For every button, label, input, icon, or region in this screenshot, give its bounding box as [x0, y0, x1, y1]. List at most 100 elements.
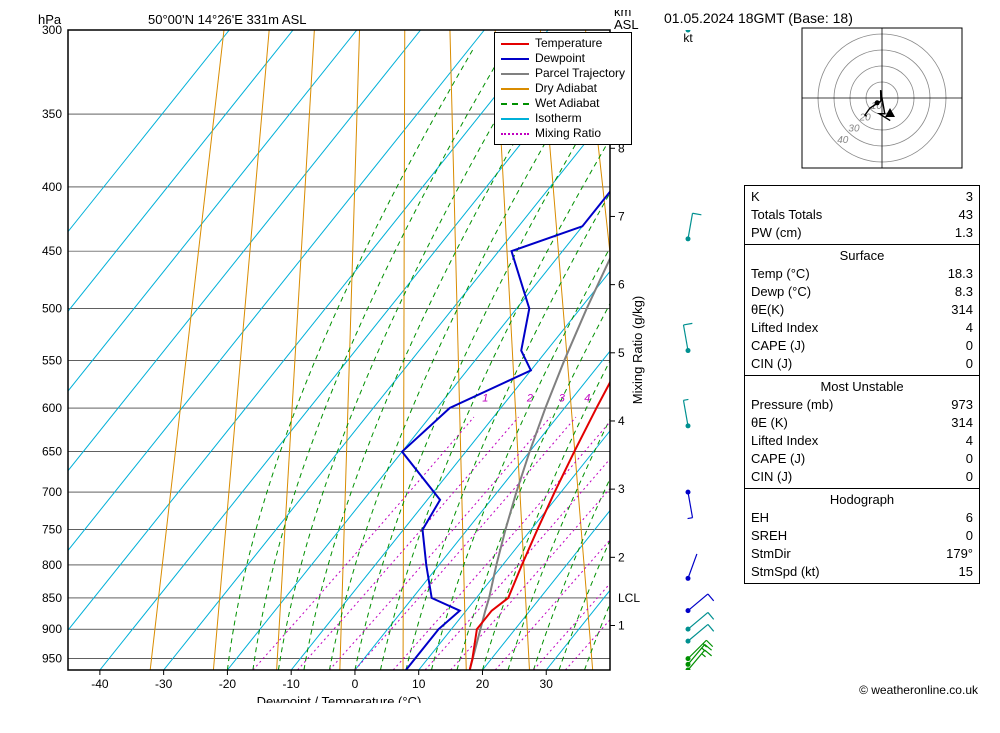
stats-row: CIN (J)0	[751, 468, 973, 486]
stats-value: 43	[959, 206, 973, 224]
svg-text:20: 20	[476, 677, 490, 691]
svg-text:40: 40	[837, 135, 849, 146]
stats-value: 0	[966, 355, 973, 373]
svg-text:750: 750	[42, 523, 62, 537]
legend: TemperatureDewpointParcel TrajectoryDry …	[494, 32, 632, 145]
stats-header: Hodograph	[751, 491, 973, 509]
stats-key: SREH	[751, 527, 787, 545]
svg-text:50°00'N 14°26'E 331m ASL: 50°00'N 14°26'E 331m ASL	[148, 12, 306, 27]
svg-text:850: 850	[42, 591, 62, 605]
stats-key: θE (K)	[751, 414, 788, 432]
svg-text:6: 6	[618, 278, 625, 292]
stats-value: 179°	[946, 545, 973, 563]
stats-key: Totals Totals	[751, 206, 822, 224]
stats-row: θE(K)314	[751, 301, 973, 319]
legend-item: Wet Adiabat	[501, 96, 625, 111]
stats-key: Pressure (mb)	[751, 396, 833, 414]
stats-key: CAPE (J)	[751, 450, 805, 468]
svg-text:Mixing Ratio (g/kg): Mixing Ratio (g/kg)	[630, 296, 645, 404]
stats-row: SREH 0	[751, 527, 973, 545]
svg-text:550: 550	[42, 354, 62, 368]
svg-text:-30: -30	[155, 677, 173, 691]
stats-row: Pressure (mb) 973	[751, 396, 973, 414]
svg-text:450: 450	[42, 244, 62, 258]
root: 3003504004505005506006507007508008509009…	[10, 10, 990, 723]
stats-value: 18.3	[948, 265, 973, 283]
stats-value: 0	[966, 337, 973, 355]
stats-row: Lifted Index4	[751, 319, 973, 337]
stats-header: Most Unstable	[751, 378, 973, 396]
svg-text:950: 950	[42, 652, 62, 666]
svg-text:2: 2	[526, 392, 533, 404]
stats-row: StmSpd (kt)15	[751, 563, 973, 581]
stats-row: Totals Totals 43	[751, 206, 973, 224]
svg-text:30: 30	[540, 677, 554, 691]
stats-section: Most UnstablePressure (mb)973θE (K)314Li…	[745, 376, 979, 489]
stats-row: θE (K)314	[751, 414, 973, 432]
svg-text:1: 1	[482, 392, 488, 404]
svg-text:hPa: hPa	[38, 12, 62, 27]
skewt-chart: 3003504004505005506006507007508008509009…	[10, 10, 650, 703]
stats-key: θE(K)	[751, 301, 784, 319]
svg-text:3: 3	[618, 482, 625, 496]
svg-text:5: 5	[618, 346, 625, 360]
stats-row: CAPE (J) 0	[751, 450, 973, 468]
stats-key: CIN (J)	[751, 355, 792, 373]
wind-barbs: kt	[658, 30, 718, 670]
stats-section: SurfaceTemp (°C) 18.3Dewp (°C)8.3θE(K)314…	[745, 245, 979, 376]
barbs-svg: kt	[658, 30, 718, 670]
svg-text:Dewpoint / Temperature (°C): Dewpoint / Temperature (°C)	[257, 694, 422, 703]
stats-box: K3Totals Totals43PW (cm)1.3SurfaceTemp (…	[744, 185, 980, 584]
stats-header: Surface	[751, 247, 973, 265]
stats-key: Lifted Index	[751, 319, 818, 337]
stats-section: HodographEH 6 SREH 0 StmDir 179°StmSpd (kt)15	[745, 489, 979, 584]
svg-text:600: 600	[42, 401, 62, 415]
stats-row: EH 6	[751, 509, 973, 527]
stats-row: K3	[751, 188, 973, 206]
stats-row: StmDir 179°	[751, 545, 973, 563]
svg-text:ASL: ASL	[614, 17, 639, 32]
svg-text:700: 700	[42, 485, 62, 499]
hodograph: 10203040	[792, 24, 972, 172]
stats-key: StmDir	[751, 545, 791, 563]
svg-text:7: 7	[618, 209, 625, 223]
stats-row: Dewp (°C)8.3	[751, 283, 973, 301]
stats-key: Temp (°C)	[751, 265, 810, 283]
stats-row: CAPE (J) 0	[751, 337, 973, 355]
stats-section: K3Totals Totals43PW (cm)1.3	[745, 186, 979, 245]
svg-text:4: 4	[618, 414, 625, 428]
stats-row: PW (cm)1.3	[751, 224, 973, 242]
legend-item: Dry Adiabat	[501, 81, 625, 96]
svg-text:10: 10	[412, 677, 426, 691]
svg-text:900: 900	[42, 622, 62, 636]
svg-text:650: 650	[42, 445, 62, 459]
svg-text:-20: -20	[219, 677, 237, 691]
stats-value: 973	[951, 396, 973, 414]
stats-value: 8.3	[955, 283, 973, 301]
stats-key: CAPE (J)	[751, 337, 805, 355]
svg-text:1: 1	[618, 618, 625, 632]
stats-value: 0	[966, 450, 973, 468]
legend-item: Temperature	[501, 36, 625, 51]
svg-text:30: 30	[848, 124, 860, 135]
stats-value: 6	[966, 509, 973, 527]
stats-key: K	[751, 188, 760, 206]
stats-value: 1.3	[955, 224, 973, 242]
stats-key: CIN (J)	[751, 468, 792, 486]
stats-row: Temp (°C) 18.3	[751, 265, 973, 283]
stats-value: 0	[966, 527, 973, 545]
stats-key: EH	[751, 509, 769, 527]
svg-text:-40: -40	[91, 677, 109, 691]
stats-key: StmSpd (kt)	[751, 563, 820, 581]
copyright: © weatheronline.co.uk	[859, 683, 978, 697]
stats-value: 3	[966, 188, 973, 206]
legend-item: Dewpoint	[501, 51, 625, 66]
svg-text:0: 0	[352, 677, 359, 691]
svg-text:-10: -10	[283, 677, 301, 691]
legend-item: Mixing Ratio	[501, 126, 625, 141]
svg-text:400: 400	[42, 180, 62, 194]
legend-item: Isotherm	[501, 111, 625, 126]
right-panel: 01.05.2024 18GMT (Base: 18) kt 10203040 …	[650, 10, 990, 703]
stats-value: 4	[966, 432, 973, 450]
svg-text:350: 350	[42, 107, 62, 121]
